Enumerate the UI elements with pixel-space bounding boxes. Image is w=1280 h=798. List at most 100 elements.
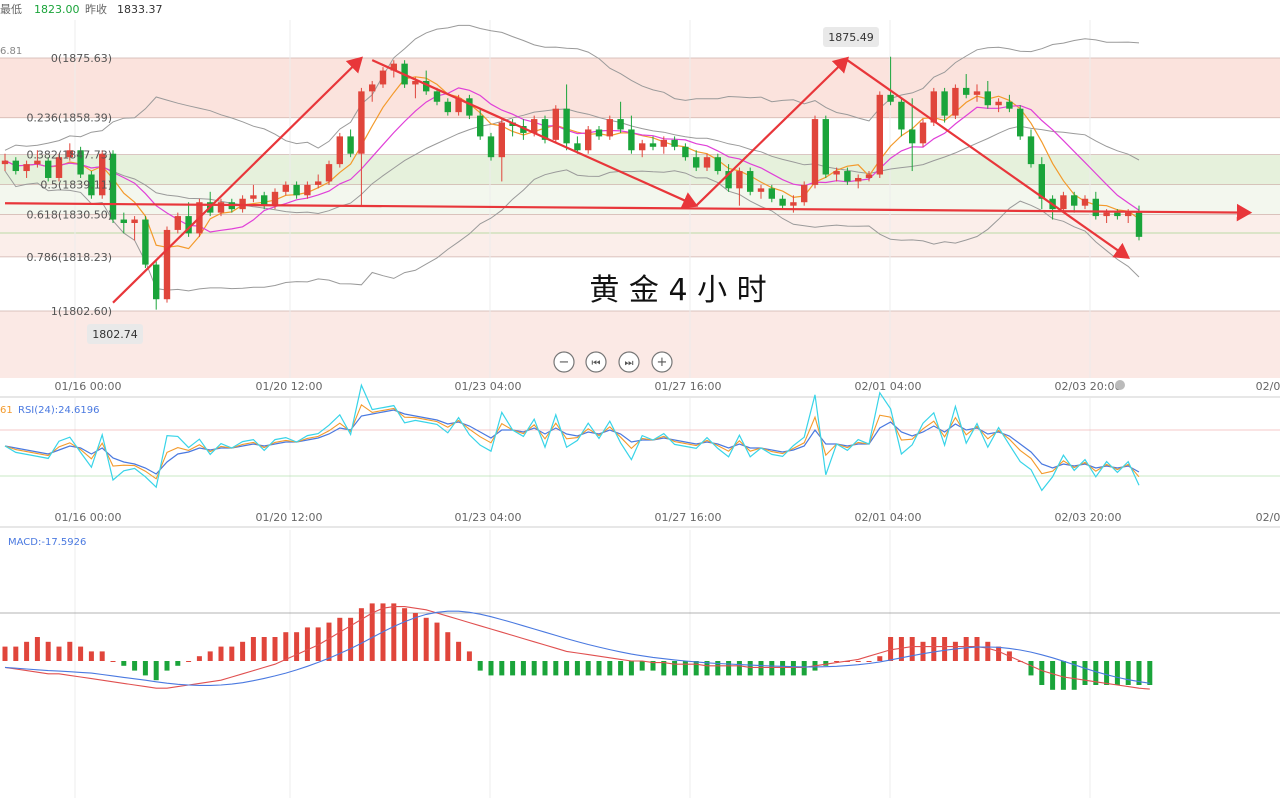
- candle-body-78: [844, 171, 851, 182]
- macd-bar-41: [445, 632, 451, 661]
- macd-bar-81: [877, 656, 883, 661]
- fib-label-1: 0.236(1858.39): [26, 112, 112, 125]
- candle-body-64: [693, 157, 700, 168]
- candle-body-75: [811, 119, 819, 185]
- scroll-dot[interactable]: [1115, 380, 1125, 390]
- macd-bar-66: [715, 661, 721, 676]
- zoom-in-button[interactable]: +: [651, 351, 673, 373]
- candle-body-7: [77, 150, 84, 175]
- macd-bar-98: [1060, 661, 1066, 690]
- candle-body-54: [585, 129, 592, 151]
- macd-bar-58: [628, 661, 634, 676]
- candle-body-40: [433, 91, 441, 102]
- candle-body-63: [682, 146, 689, 158]
- candle-body-42: [455, 98, 462, 113]
- macd-bar-24: [261, 637, 267, 661]
- candle-body-71: [768, 188, 775, 199]
- macd-bar-64: [693, 661, 699, 676]
- arrow-down-2: [846, 59, 1130, 259]
- time-tick-0: 01/16 00:00: [55, 380, 122, 393]
- time-tick-4: 02/01 04:00: [855, 380, 922, 393]
- macd-bar-2: [24, 641, 30, 661]
- candle-body-57: [617, 119, 624, 130]
- candle-body-88: [952, 87, 959, 116]
- macd-bar-26: [283, 632, 289, 661]
- candle-body-87: [941, 91, 948, 116]
- candle-body-55: [595, 129, 603, 137]
- macd-bar-59: [639, 661, 645, 671]
- candle-body-11: [120, 219, 127, 224]
- grid-lines: [0, 20, 1280, 798]
- candle-body-50: [541, 119, 549, 140]
- macd-bar-47: [510, 661, 516, 676]
- macd-bar-7: [78, 646, 84, 661]
- bollinger-bands: [4, 24, 1140, 292]
- macd-bar-68: [736, 661, 742, 676]
- macd-bar-106: [1147, 661, 1153, 685]
- macd-bar-77: [834, 661, 840, 662]
- macd-bar-30: [326, 622, 332, 661]
- candle-body-4: [45, 160, 52, 178]
- macd-panel: [0, 603, 1280, 690]
- macd-bar-4: [45, 641, 51, 661]
- prev-button[interactable]: ⏮: [585, 351, 607, 373]
- macd-bar-72: [780, 661, 786, 676]
- macd-bar-61: [661, 661, 667, 676]
- fib-labels: 0(1875.63) 0.236(1858.39) 0.382(1847.73) 0.…: [26, 52, 112, 318]
- macd-bar-56: [607, 661, 613, 676]
- candle-body-45: [487, 136, 495, 158]
- candle-body-8: [88, 174, 95, 196]
- candle-body-27: [293, 184, 300, 196]
- candle-body-65: [703, 157, 711, 168]
- candle-body-2: [23, 164, 30, 172]
- arrow-up-2: [695, 56, 849, 207]
- time-tick-5: 02/03 20:00: [1055, 380, 1122, 393]
- macd-bar-50: [542, 661, 548, 676]
- macd-bar-13: [142, 661, 148, 676]
- chart-title: 黄 金 4 小 时: [589, 273, 766, 308]
- high-callout: 1875.49: [823, 27, 879, 47]
- macd-bar-45: [488, 661, 494, 676]
- candle-body-67: [725, 171, 732, 189]
- candle-body-104: [1125, 212, 1132, 217]
- macd-bar-73: [790, 661, 796, 676]
- low-label: 最低: [0, 3, 22, 16]
- candle-body-49: [531, 119, 538, 133]
- macd-bar-19: [207, 651, 213, 661]
- macd-bar-55: [596, 661, 602, 676]
- time-tick-2: 01/23 04:00: [455, 380, 522, 393]
- macd-bar-32: [348, 617, 354, 661]
- candle-body-98: [1060, 195, 1067, 210]
- candle-body-16: [174, 216, 181, 230]
- macd-bar-33: [358, 608, 364, 661]
- candle-body-105: [1135, 212, 1143, 237]
- macd-bar-27: [294, 632, 300, 661]
- macd-bar-86: [931, 637, 937, 661]
- zoom-out-button[interactable]: −: [553, 351, 575, 373]
- skip-back-icon: ⏮: [592, 358, 601, 369]
- macd-bar-25: [272, 637, 278, 661]
- candle-body-14: [153, 264, 160, 300]
- candle-body-90: [973, 91, 981, 95]
- fib-band-0: [0, 58, 1280, 118]
- macd-bar-104: [1125, 661, 1131, 685]
- rsi-panel: [0, 383, 1280, 492]
- time-tick-2: 01/23 04:00: [455, 511, 522, 524]
- candle-body-28: [304, 184, 311, 196]
- candle-body-20: [217, 202, 225, 213]
- macd-bar-0: [2, 646, 8, 661]
- candle-body-59: [639, 143, 646, 151]
- candle-body-68: [736, 171, 743, 189]
- next-button[interactable]: ⏭: [618, 351, 640, 373]
- macd-bar-100: [1082, 661, 1088, 685]
- zoom-controls: − ⏮ ⏭ +: [553, 351, 673, 373]
- macd-bar-15: [164, 661, 170, 671]
- macd-bar-92: [996, 646, 1002, 661]
- ma-pink-line: [4, 87, 1140, 233]
- macd-bar-80: [866, 661, 872, 662]
- macd-bar-83: [898, 637, 904, 661]
- macd-bar-22: [240, 641, 246, 661]
- macd-bar-105: [1136, 661, 1142, 685]
- candle-body-94: [1017, 108, 1024, 137]
